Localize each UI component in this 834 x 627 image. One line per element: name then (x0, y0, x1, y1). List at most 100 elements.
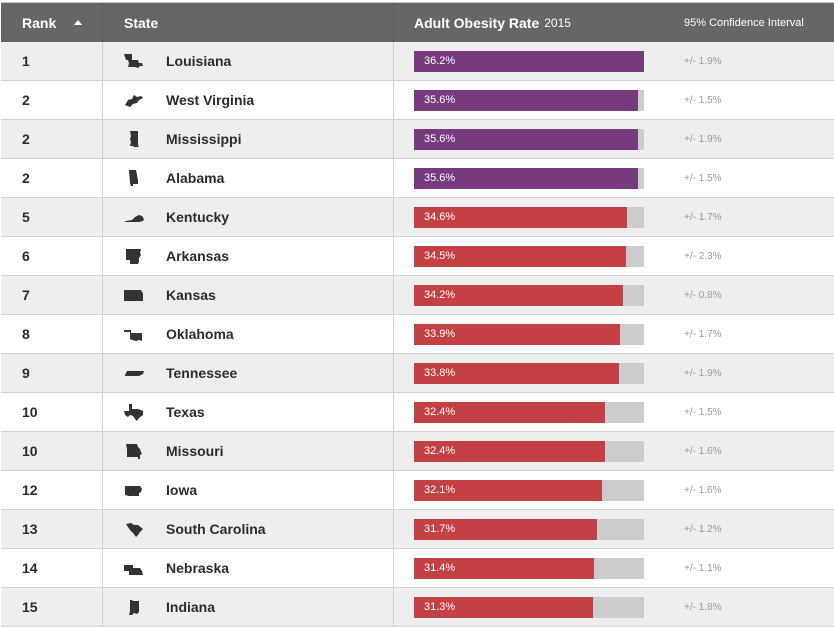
rate-bar-fill (414, 50, 644, 72)
iowa-shape-icon (123, 481, 145, 499)
rate-bar-fill (414, 440, 605, 462)
ci-cell: +/- 1.6% (664, 432, 834, 470)
rate-value: 31.4% (424, 561, 456, 574)
state-cell: Alabama (103, 159, 394, 197)
state-name[interactable]: Missouri (166, 443, 224, 459)
table-row[interactable]: 2 Alabama 35.6% +/- 1.5% (1, 159, 834, 198)
table-row[interactable]: 2 Mississippi 35.6% +/- 1.9% (1, 120, 834, 159)
ci-value: +/- 1.9% (684, 55, 722, 67)
rate-bar-track: 31.4% (414, 557, 644, 579)
rate-bar-track: 35.6% (414, 167, 644, 189)
table-row[interactable]: 10 Texas 32.4% +/- 1.5% (1, 393, 834, 432)
rate-cell: 31.7% (394, 510, 664, 548)
rate-value: 35.6% (424, 93, 456, 106)
rate-bar-track: 32.4% (414, 401, 644, 423)
ci-cell: +/- 1.6% (664, 471, 834, 509)
rank-cell: 6 (1, 237, 103, 275)
state-name[interactable]: Tennessee (166, 365, 238, 381)
arkansas-shape-icon (123, 247, 145, 265)
state-cell: Nebraska (103, 549, 394, 587)
rate-value: 34.2% (424, 288, 456, 301)
table-row[interactable]: 2 West Virginia 35.6% +/- 1.5% (1, 81, 834, 120)
state-name[interactable]: Kansas (166, 287, 216, 303)
ci-cell: +/- 1.2% (664, 510, 834, 548)
table-row[interactable]: 13 South Carolina 31.7% +/- 1.2% (1, 510, 834, 549)
rate-cell: 33.8% (394, 354, 664, 392)
rate-bar-fill (414, 401, 605, 423)
state-name[interactable]: South Carolina (166, 521, 266, 537)
state-cell: West Virginia (103, 81, 394, 119)
state-name[interactable]: West Virginia (166, 92, 255, 108)
rate-cell: 33.9% (394, 315, 664, 353)
ci-cell: +/- 1.5% (664, 393, 834, 431)
kentucky-shape-icon (123, 208, 145, 226)
table-row[interactable]: 9 Tennessee 33.8% +/- 1.9% (1, 354, 834, 393)
table-row[interactable]: 7 Kansas 34.2% +/- 0.8% (1, 276, 834, 315)
state-cell: Louisiana (103, 42, 394, 80)
rank-cell: 1 (1, 42, 103, 80)
ci-column-header[interactable]: 95% Confidence Interval (664, 3, 834, 42)
rank-cell: 15 (1, 588, 103, 626)
rate-bar-fill (414, 284, 623, 306)
ci-value: +/- 1.9% (684, 367, 722, 379)
state-name[interactable]: Texas (166, 404, 205, 420)
oklahoma-shape-icon (123, 325, 145, 343)
state-name[interactable]: Arkansas (166, 248, 230, 264)
table-row[interactable]: 12 Iowa 32.1% +/- 1.6% (1, 471, 834, 510)
state-name[interactable]: Kentucky (166, 209, 230, 225)
table-row[interactable]: 6 Arkansas 34.5% +/- 2.3% (1, 237, 834, 276)
ci-value: +/- 1.5% (684, 94, 722, 106)
ci-header-label: 95% Confidence Interval (684, 16, 804, 29)
sort-ascending-icon[interactable] (74, 20, 83, 25)
kansas-shape-icon (123, 286, 145, 304)
table-row[interactable]: 5 Kentucky 34.6% +/- 1.7% (1, 198, 834, 237)
rate-cell: 35.6% (394, 120, 664, 158)
state-name[interactable]: Oklahoma (166, 326, 234, 342)
rate-bar-track: 36.2% (414, 50, 644, 72)
west-virginia-shape-icon (123, 91, 145, 109)
rate-bar-fill (414, 167, 638, 189)
rate-bar-track: 34.5% (414, 245, 644, 267)
rate-value: 31.3% (424, 600, 456, 613)
state-cell: Missouri (103, 432, 394, 470)
table-row[interactable]: 14 Nebraska 31.4% +/- 1.1% (1, 549, 834, 588)
rank-column-header[interactable]: Rank (1, 3, 103, 42)
table-row[interactable]: 10 Missouri 32.4% +/- 1.6% (1, 432, 834, 471)
rank-value: 1 (22, 53, 30, 69)
rank-cell: 2 (1, 81, 103, 119)
rank-value: 14 (22, 560, 38, 576)
rank-value: 9 (22, 365, 30, 381)
rate-bar-track: 31.3% (414, 596, 644, 618)
ci-cell: +/- 1.7% (664, 198, 834, 236)
ci-cell: +/- 1.9% (664, 42, 834, 80)
rank-value: 2 (22, 170, 30, 186)
rate-value: 34.5% (424, 249, 456, 262)
rate-bar-track: 34.2% (414, 284, 644, 306)
table-row[interactable]: 1 Louisiana 36.2% +/- 1.9% (1, 42, 834, 81)
ci-value: +/- 1.2% (684, 523, 722, 535)
rank-cell: 9 (1, 354, 103, 392)
ci-value: +/- 1.7% (684, 328, 722, 340)
table-row[interactable]: 15 Indiana 31.3% +/- 1.8% (1, 588, 834, 627)
ci-value: +/- 1.5% (684, 172, 722, 184)
rate-value: 33.9% (424, 327, 456, 340)
rate-cell: 35.6% (394, 159, 664, 197)
state-name[interactable]: Louisiana (166, 53, 232, 69)
state-name[interactable]: Mississippi (166, 131, 242, 147)
rate-bar-fill (414, 479, 602, 501)
ci-cell: +/- 1.1% (664, 549, 834, 587)
state-name[interactable]: Iowa (166, 482, 198, 498)
ci-cell: +/- 1.5% (664, 159, 834, 197)
rate-bar-fill (414, 89, 638, 111)
table-row[interactable]: 8 Oklahoma 33.9% +/- 1.7% (1, 315, 834, 354)
state-name[interactable]: Indiana (166, 599, 216, 615)
state-column-header[interactable]: State (103, 3, 394, 42)
ci-cell: +/- 1.8% (664, 588, 834, 626)
state-name[interactable]: Alabama (166, 170, 225, 186)
state-name[interactable]: Nebraska (166, 560, 230, 576)
ci-value: +/- 0.8% (684, 289, 722, 301)
rank-value: 2 (22, 131, 30, 147)
rate-bar-track: 32.1% (414, 479, 644, 501)
rank-value: 6 (22, 248, 30, 264)
rate-column-header[interactable]: Adult Obesity Rate 2015 (394, 3, 664, 42)
